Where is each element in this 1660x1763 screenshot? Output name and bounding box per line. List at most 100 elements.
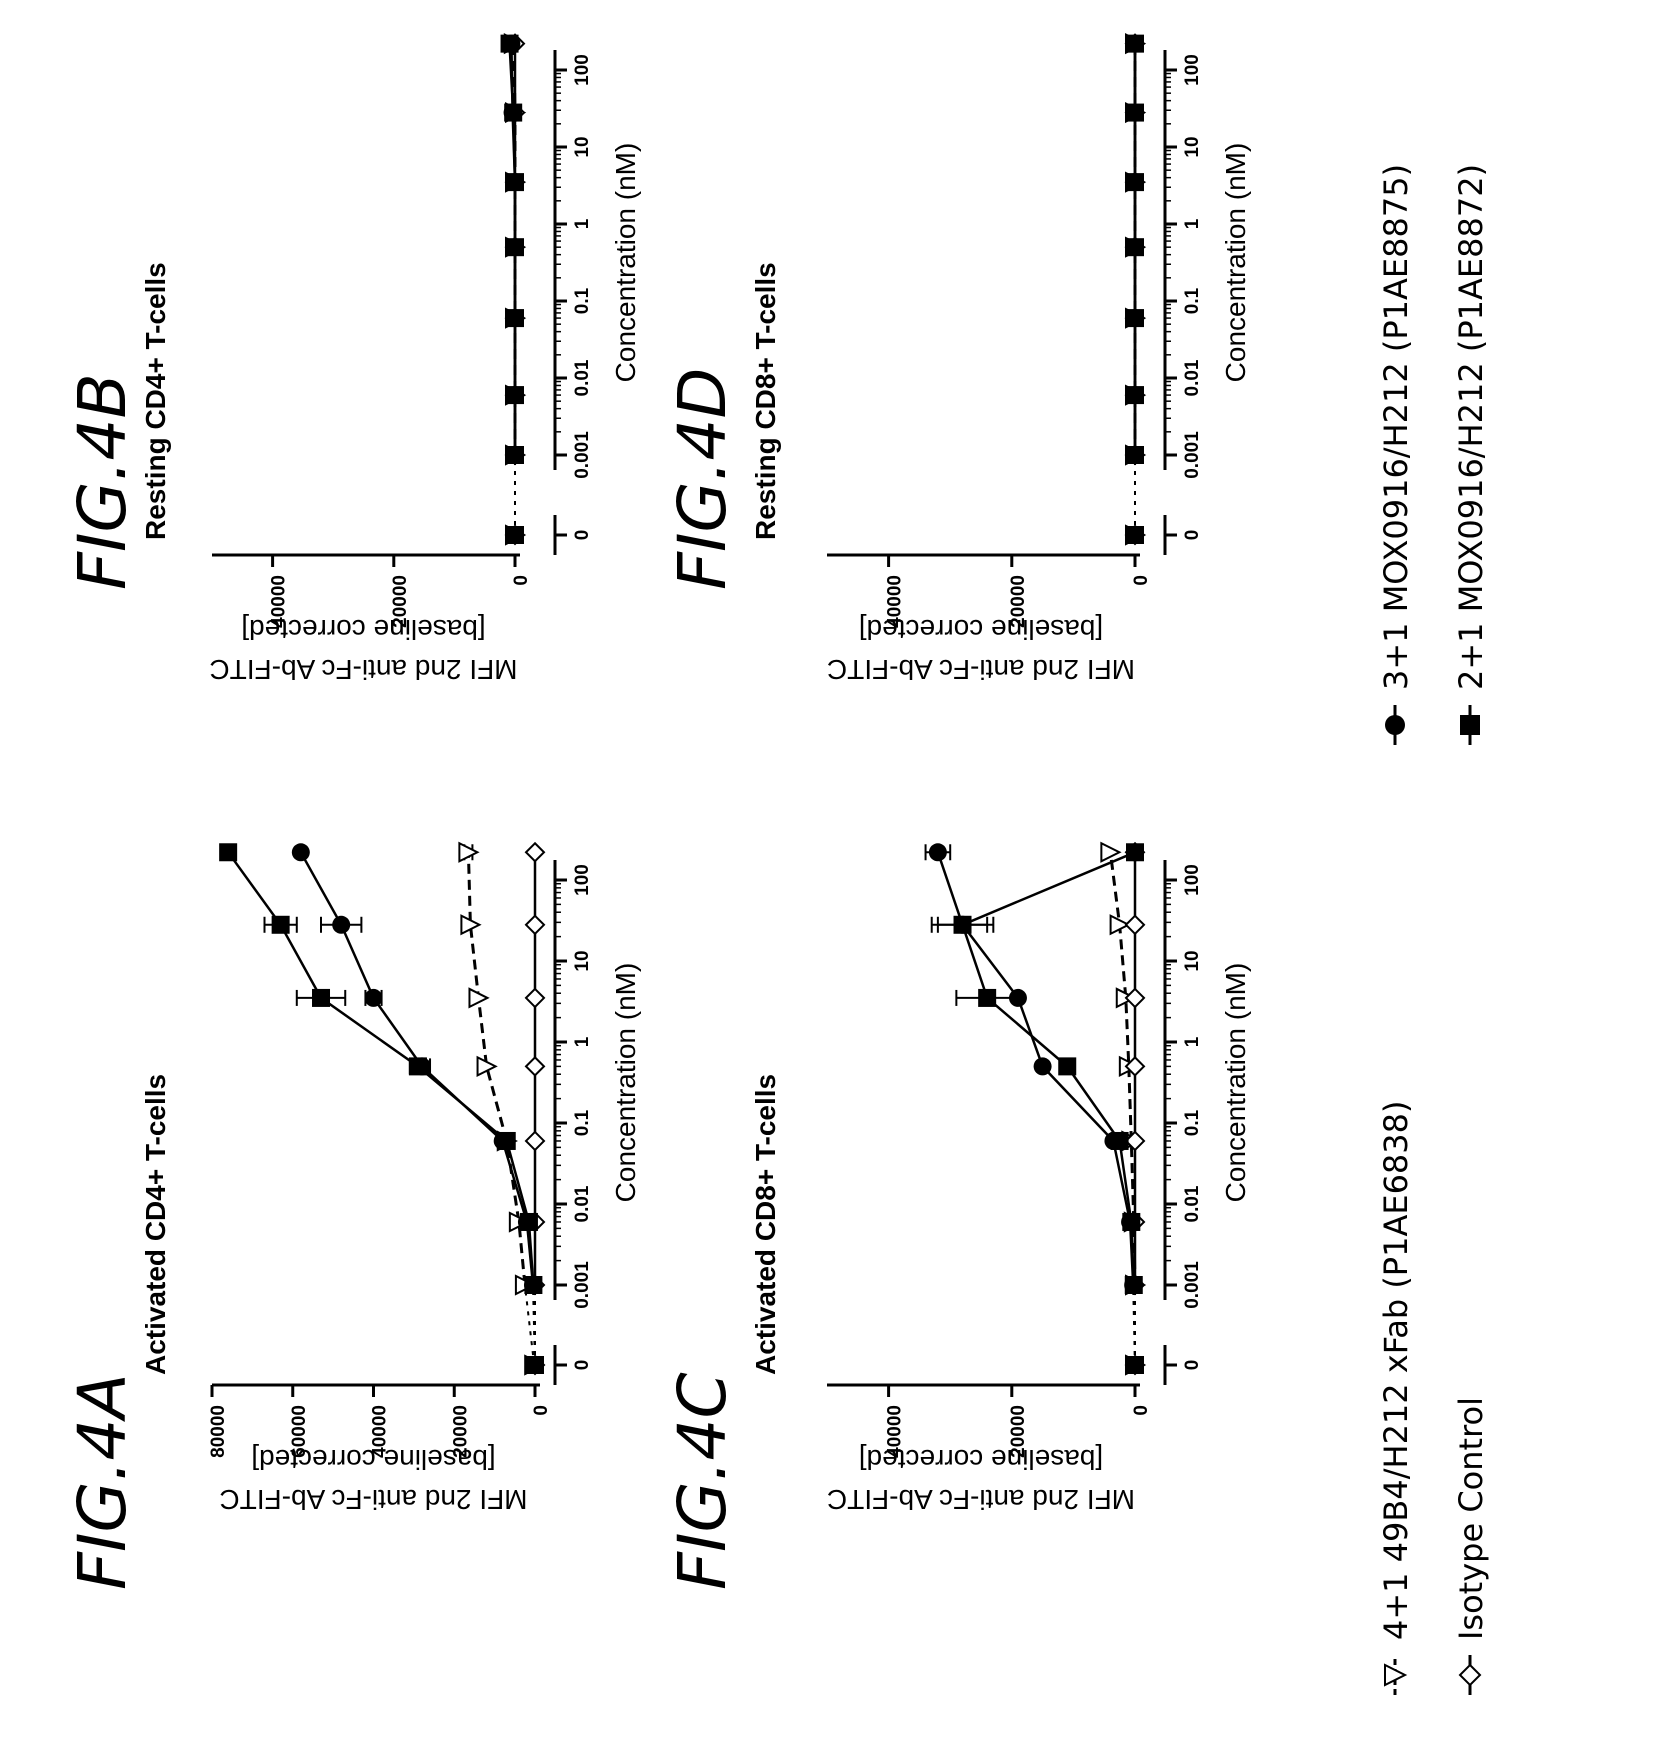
y-axis-label: MFI 2nd anti-Fc Ab-FITC [209, 654, 517, 685]
y-tick-label: 40000 [269, 575, 290, 628]
data-point [460, 914, 482, 936]
y-tick-label: 20000 [1008, 575, 1029, 628]
data-point [519, 1212, 538, 1231]
data-point [291, 843, 310, 862]
x-tick-label: 0.001 [572, 1261, 593, 1309]
x-tick-label: 100 [1182, 54, 1203, 86]
x-tick-label: 0 [1182, 1360, 1203, 1371]
panel-label: FIG.4D [664, 368, 741, 590]
x-tick-label: 0.01 [1182, 359, 1203, 396]
x-tick-label: 100 [1182, 864, 1203, 896]
y-tick-label: 0 [511, 575, 532, 586]
x-tick-label: 100 [572, 54, 593, 86]
series [930, 843, 1144, 1374]
data-point [1122, 1212, 1141, 1231]
data-point [1126, 526, 1144, 544]
series [500, 34, 524, 544]
data-point [332, 915, 351, 934]
data-point [1126, 238, 1144, 257]
data-point [506, 238, 524, 257]
data-point [506, 173, 524, 192]
panel-title: Resting CD4+ T-cells [140, 262, 171, 540]
zero-link [523, 1284, 536, 1366]
data-point [408, 1057, 427, 1076]
data-point [524, 1055, 546, 1077]
data-point [506, 386, 524, 405]
data-point [1124, 1276, 1143, 1294]
data-point [524, 987, 546, 1009]
data-point [497, 1131, 516, 1150]
y-tick-label: 80000 [208, 1405, 229, 1458]
data-point [1384, 1663, 1408, 1687]
data-point [1109, 914, 1131, 936]
x-tick-label: 0.01 [1182, 1185, 1203, 1222]
x-tick-label: 10 [572, 950, 593, 971]
data-point [526, 1356, 544, 1374]
data-point [524, 1276, 543, 1294]
legend: 4+1 49B4/H212 xFab (P1AE6838) Isotype Con… [1377, 164, 1490, 1695]
x-tick-label: 1 [1182, 1036, 1203, 1047]
legend-item: Isotype Control [1452, 1397, 1490, 1695]
y-axis-label: MFI 2nd anti-Fc Ab-FITC [219, 1484, 527, 1515]
data-point [524, 914, 546, 936]
data-point [1126, 173, 1144, 192]
data-point [1126, 843, 1144, 862]
panel-title: Activated CD8+ T-cells [750, 1074, 781, 1375]
x-tick-label: 10 [1182, 136, 1203, 157]
legend-label: Isotype Control [1452, 1397, 1490, 1640]
y-tick-label: 20000 [390, 575, 411, 628]
y-axis-label-2: [baseline corrected] [859, 614, 1103, 645]
panel-label: FIG.4C [664, 1372, 741, 1590]
data-point [458, 841, 480, 863]
y-axis-label: MFI 2nd anti-Fc Ab-FITC [827, 1484, 1135, 1515]
data-point [1124, 987, 1146, 1009]
x-axis-label: Concentration (nM) [610, 143, 641, 383]
legend-item: 4+1 49B4/H212 xFab (P1AE6838) [1377, 1101, 1415, 1695]
x-tick-label: 0.1 [1182, 287, 1203, 314]
x-tick-label: 0.1 [572, 1109, 593, 1136]
x-axis-label: Concentration (nM) [1220, 963, 1251, 1203]
y-axis-label-2: [baseline corrected] [251, 1444, 495, 1475]
y-axis-label-2: [baseline corrected] [241, 614, 485, 645]
panel-label: FIG.4A [64, 1373, 141, 1590]
panel-title: Activated CD4+ T-cells [140, 1074, 171, 1375]
data-point [1126, 446, 1144, 464]
x-tick-label: 0.001 [572, 431, 593, 479]
data-point [506, 446, 524, 464]
data-point [468, 987, 490, 1009]
y-tick-label: 0 [1131, 1405, 1152, 1416]
y-axis-label-2: [baseline corrected] [859, 1444, 1103, 1475]
data-point [506, 309, 524, 328]
x-axis-label: Concentration (nM) [610, 963, 641, 1203]
x-axis-label: Concentration (nM) [1220, 143, 1251, 383]
data-point [1126, 386, 1144, 405]
legend-label: 3+1 MOX0916/H212 (P1AE8875) [1377, 164, 1415, 690]
data-point [1126, 34, 1144, 53]
data-point [271, 915, 290, 934]
x-tick-label: 0.001 [1182, 431, 1203, 479]
data-point [364, 988, 383, 1007]
x-tick-label: 10 [572, 136, 593, 157]
data-point [500, 34, 519, 53]
y-tick-label: 40000 [885, 1405, 906, 1458]
panel-b: FIG.4B Resting CD4+ T-cells 0 20000 40000 MFI… [64, 33, 641, 685]
series [1126, 34, 1144, 544]
y-tick-label: 60000 [289, 1405, 310, 1458]
data-point [312, 988, 331, 1007]
x-tick-label: 1 [1182, 218, 1203, 229]
y-tick-label: 40000 [370, 1405, 391, 1458]
data-point [219, 843, 238, 862]
panel-c: FIG.4C Activated CD8+ T-cells 0 20000 40000 M… [664, 841, 1251, 1590]
data-point [1126, 1356, 1144, 1374]
series [219, 843, 544, 1374]
x-tick-label: 10 [1182, 950, 1203, 971]
x-tick-label: 0.1 [572, 287, 593, 314]
x-tick-label: 0 [1182, 530, 1203, 541]
x-tick-label: 0 [572, 530, 593, 541]
x-tick-label: 100 [572, 864, 593, 896]
data-point [1126, 309, 1144, 328]
panel-label: FIG.4B [64, 373, 141, 590]
legend-item: 2+1 MOX0916/H212 (P1AE8872) [1452, 164, 1490, 745]
data-point [928, 843, 947, 862]
data-point [1058, 1057, 1077, 1076]
